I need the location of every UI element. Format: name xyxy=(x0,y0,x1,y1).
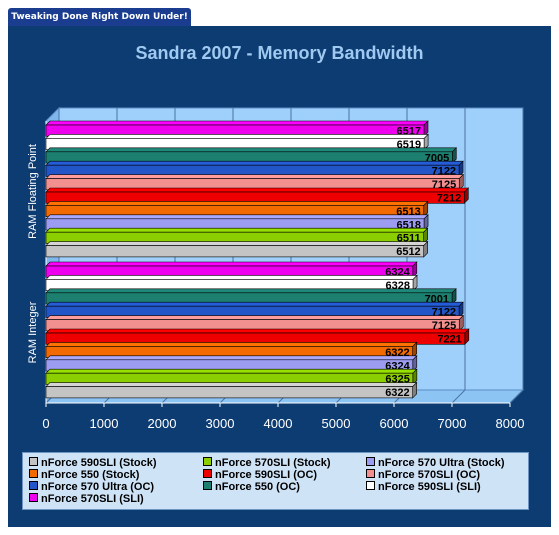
gridline-floor xyxy=(451,389,466,404)
legend-swatch xyxy=(366,469,375,478)
legend-label: nForce 550 (OC) xyxy=(215,481,300,493)
legend-item: nForce 590SLI (SLI) xyxy=(366,481,481,493)
bar-top xyxy=(45,241,429,246)
legend-swatch xyxy=(203,481,212,490)
legend-label: nForce 590SLI (SLI) xyxy=(378,481,481,493)
legend-label: nForce 590SLI (OC) xyxy=(215,469,318,481)
legend-item: nForce 570SLI (SLI) xyxy=(29,493,144,505)
gridline-floor xyxy=(509,389,524,404)
bar-top xyxy=(45,328,470,334)
bar-top xyxy=(45,187,470,193)
bar-top xyxy=(45,160,464,166)
bar-top xyxy=(45,147,458,153)
bar-top xyxy=(45,275,418,280)
legend-item: nForce 570SLI (OC) xyxy=(366,469,480,481)
x-tick-label: 4000 xyxy=(264,416,293,431)
legend-item: nForce 590SLI (Stock) xyxy=(29,457,157,469)
category-label: RAM Floating Point xyxy=(27,144,39,239)
bar-top xyxy=(45,368,418,374)
bar xyxy=(45,245,424,258)
legend-item: nForce 570 Ultra (OC) xyxy=(29,481,154,493)
site-banner: Tweaking Done Right Down Under! xyxy=(8,8,191,26)
bar-top xyxy=(45,201,429,206)
x-tick-label: 0 xyxy=(42,416,49,431)
bar-top xyxy=(45,288,457,294)
data-label: 6322 xyxy=(385,387,409,399)
legend-label: nForce 570SLI (Stock) xyxy=(215,457,331,469)
legend-item: nForce 590SLI (OC) xyxy=(203,469,317,481)
legend-swatch xyxy=(203,457,212,466)
bar-top xyxy=(45,301,464,307)
x-tick-label: 2000 xyxy=(148,416,177,431)
bar-top xyxy=(45,227,429,233)
legend-item: nForce 550 (OC) xyxy=(203,481,300,493)
legend-swatch xyxy=(29,481,38,490)
bar-top xyxy=(45,342,418,347)
legend-label: nForce 570SLI (OC) xyxy=(378,469,481,481)
legend-item: nForce 550 (Stock) xyxy=(29,469,139,481)
data-label: 7212 xyxy=(437,193,461,205)
legend-item: nForce 570SLI (Stock) xyxy=(203,457,331,469)
x-tick-label: 6000 xyxy=(380,416,409,431)
legend-label: nForce 550 (Stock) xyxy=(41,469,140,481)
chart-title: Sandra 2007 - Memory Bandwidth xyxy=(135,43,424,63)
legend-item: nForce 570 Ultra (Stock) xyxy=(366,457,505,469)
bar-top xyxy=(45,134,429,139)
bar xyxy=(45,386,413,399)
legend-label: nForce 570 Ultra (Stock) xyxy=(378,457,505,469)
data-label: 6512 xyxy=(396,246,420,258)
legend-label: nForce 570SLI (SLI) xyxy=(41,493,144,505)
x-tick-label: 7000 xyxy=(438,416,467,431)
legend-label: nForce 590SLI (Stock) xyxy=(41,457,157,469)
x-tick-label: 5000 xyxy=(322,416,351,431)
legend-swatch xyxy=(29,493,38,502)
chart-legend: nForce 590SLI (Stock) nForce 570SLI (Stoc… xyxy=(22,452,529,510)
x-tick-label: 1000 xyxy=(90,416,119,431)
bar-top xyxy=(45,315,464,320)
x-tick-label: 8000 xyxy=(496,416,525,431)
x-tick-label: 3000 xyxy=(206,416,235,431)
bar-top xyxy=(45,261,418,267)
bar-top xyxy=(45,174,464,179)
legend-swatch xyxy=(29,469,38,478)
bar-top xyxy=(45,382,418,387)
bar-top xyxy=(45,355,418,361)
legend-swatch xyxy=(29,457,38,466)
legend-label: nForce 570 Ultra (OC) xyxy=(41,481,155,493)
legend-swatch xyxy=(366,457,375,466)
legend-swatch xyxy=(366,481,375,490)
data-label: 7221 xyxy=(437,334,461,346)
bar-top xyxy=(45,214,429,220)
bar-top xyxy=(45,120,429,126)
category-label: RAM Integer xyxy=(27,301,39,363)
legend-swatch xyxy=(203,469,212,478)
